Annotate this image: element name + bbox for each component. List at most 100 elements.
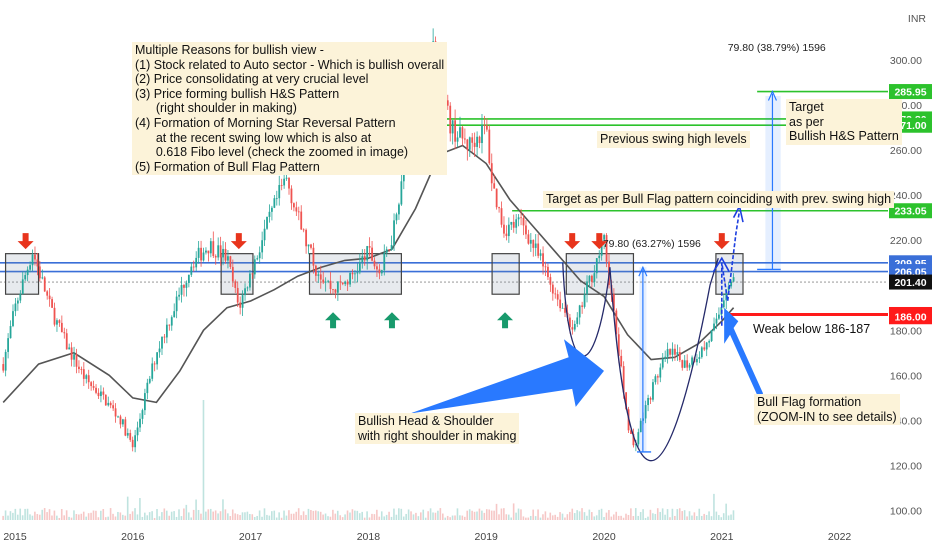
currency-label: INR [908, 13, 927, 25]
candle-body [102, 391, 105, 395]
candle-body [302, 229, 305, 231]
volume-bar [212, 511, 214, 520]
volume-bar [43, 508, 46, 520]
y-tick-label: 120.00 [890, 460, 922, 472]
volume-bar [561, 513, 564, 520]
candle-body [158, 348, 161, 353]
y-tick-label: 260.00 [890, 145, 922, 157]
candle-body [449, 105, 452, 134]
candle-body [512, 221, 515, 228]
volume-bar [68, 516, 70, 520]
candle-body [505, 233, 508, 237]
measure-label-target: 79.80 (38.79%) 1596 [728, 42, 826, 54]
candle-body [617, 334, 620, 356]
volume-bar [612, 514, 615, 520]
volume-bar [481, 510, 483, 520]
volume-bar [21, 515, 24, 520]
price-tag-label: 233.05 [894, 206, 926, 218]
volume-bar [92, 510, 95, 520]
volume-bar [461, 515, 464, 520]
candle-body [681, 360, 684, 368]
last-price-tag [889, 274, 932, 290]
pattern-drawings: 79.80 (63.27%) 1596 79.80 (38.79%) 1596 [17, 42, 826, 462]
candle-body [80, 369, 83, 370]
y-tick-label: 100.00 [890, 506, 922, 518]
candle-body [180, 285, 183, 295]
volume-bar [234, 513, 236, 520]
candle-body [696, 359, 698, 363]
volume-bar [490, 510, 493, 520]
candle-body [212, 241, 215, 256]
volume-bar [302, 511, 305, 520]
volume-bar [383, 516, 385, 520]
volume-bar [627, 514, 630, 520]
volume-bar [356, 510, 359, 520]
candle-body [456, 137, 459, 142]
volume-bar [422, 509, 425, 520]
volume-bar [334, 513, 337, 520]
candle-body [542, 253, 544, 267]
candle-body [141, 410, 144, 419]
candle-body [126, 433, 129, 436]
volume-bar [275, 517, 278, 520]
volume-bar [415, 512, 417, 520]
volume-bar [126, 496, 129, 520]
volume-bar [217, 513, 219, 520]
candle-body [485, 125, 488, 130]
candle-body [119, 416, 122, 425]
volume-bar [385, 514, 388, 520]
candle-body [183, 285, 185, 288]
price-tag [889, 84, 932, 100]
candle-body [383, 252, 386, 271]
candle-body [576, 317, 579, 324]
volume-bar [183, 508, 185, 520]
candle-body [454, 120, 457, 142]
candle-body [307, 244, 310, 247]
volume-bar [239, 515, 241, 520]
candle-body [666, 349, 669, 357]
candle-body [75, 354, 78, 367]
candle-body [87, 375, 90, 383]
volume-bar [410, 511, 412, 520]
candle-body [483, 125, 486, 126]
volume-bar [432, 512, 434, 520]
candle-body [390, 244, 393, 250]
candle-body [363, 256, 366, 261]
volume-bar [271, 511, 273, 520]
candle-body [7, 338, 10, 352]
flag-callout-arrow-icon [724, 307, 764, 401]
volume-bar [222, 499, 224, 520]
volume-bar [493, 510, 495, 520]
volume-bar [229, 516, 232, 520]
candle-body [109, 402, 112, 406]
volume-bar [373, 514, 376, 520]
candle-body [129, 433, 132, 440]
volume-bar [249, 514, 251, 520]
candle-body [459, 127, 461, 138]
volume-bar [292, 513, 295, 520]
volume-bar [139, 498, 141, 520]
x-tick-label: 2021 [710, 531, 734, 543]
candle-body [68, 347, 71, 350]
candle-body [26, 269, 29, 276]
candle-body [583, 294, 586, 307]
volume-bar [615, 511, 618, 520]
candle-body [718, 314, 720, 319]
candle-body [107, 402, 110, 406]
candle-body [659, 367, 662, 378]
volume-bar [446, 515, 449, 520]
volume-bar [85, 516, 87, 520]
volume-bar [566, 514, 569, 520]
candle-body [271, 207, 273, 212]
candle-body [481, 125, 483, 144]
volume-bar [400, 508, 403, 520]
candle-body [295, 207, 298, 212]
candle-body [637, 432, 640, 445]
volume-bar [454, 515, 456, 520]
candle-body [400, 181, 403, 205]
candle-body [520, 217, 522, 219]
volume-bar [305, 514, 307, 520]
candle-body [378, 269, 381, 274]
candle-body [90, 382, 93, 387]
candle-body [593, 273, 596, 282]
